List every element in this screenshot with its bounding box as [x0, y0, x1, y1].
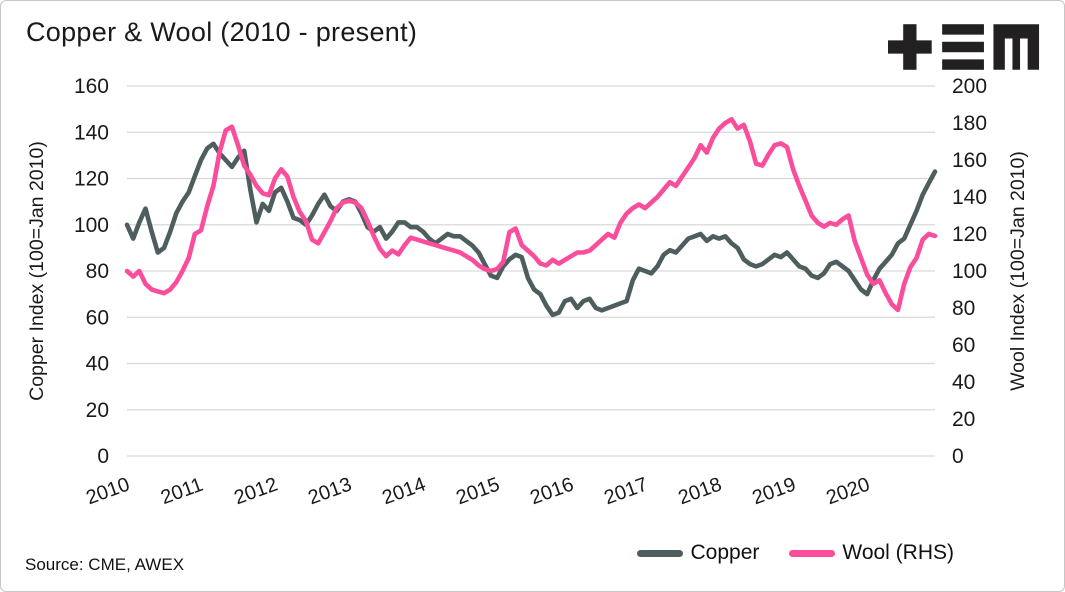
left-axis-tick-label: 20	[86, 399, 109, 422]
left-axis-tick-label: 80	[86, 260, 109, 283]
logo-bar-top	[942, 24, 984, 35]
right-axis-tick-label: 60	[952, 334, 975, 357]
x-axis-year-label: 2016	[527, 473, 576, 509]
right-axis-tick-label: 180	[952, 112, 987, 135]
left-axis-title: Copper Index (100=Jan 2010)	[26, 141, 48, 401]
left-axis-tick-label: 140	[74, 121, 109, 144]
left-axis-tick-label: 60	[86, 306, 109, 329]
left-axis-tick-label: 160	[74, 75, 109, 98]
logo-bar-bottom	[942, 59, 984, 70]
right-axis-tick-label: 20	[952, 408, 975, 431]
x-axis-year-label: 2011	[158, 474, 206, 509]
left-axis-tick-label: 40	[86, 353, 109, 376]
logo-bar-middle	[942, 41, 984, 53]
x-axis-year-label: 2019	[749, 473, 798, 509]
right-axis-tick-label: 160	[952, 149, 987, 172]
tem-logo-graphic	[888, 24, 1040, 70]
x-axis-year-label: 2010	[83, 473, 132, 509]
right-axis-tick-label: 0	[952, 445, 964, 468]
tem-logo	[888, 23, 1040, 76]
right-axis-title: Wool Index (100=Jan 2010)	[1007, 151, 1029, 391]
chart-legend: Copper Wool (RHS)	[637, 541, 954, 565]
left-axis-tick-label: 100	[74, 214, 109, 237]
chart-title: Copper & Wool (2010 - present)	[26, 17, 418, 47]
right-axis-tick-label: 100	[952, 260, 987, 283]
x-axis-year-label: 2018	[675, 473, 724, 509]
right-axis-tick-label: 40	[952, 371, 975, 394]
logo-m-glyph	[993, 24, 1040, 70]
legend-item-wool: Wool (RHS)	[789, 541, 954, 565]
legend-label-wool: Wool (RHS)	[842, 541, 954, 564]
x-axis-year-label: 2020	[823, 473, 872, 509]
copper-swatch	[637, 549, 684, 557]
legend-item-copper: Copper	[637, 541, 759, 565]
right-axis-tick-label: 140	[952, 186, 987, 209]
x-axis-year-label: 2013	[305, 473, 354, 509]
x-axis-year-label: 2017	[601, 473, 650, 509]
x-axis-year-label: 2015	[453, 473, 502, 509]
wool-line	[124, 117, 938, 313]
left-axis-tick-label: 120	[74, 168, 109, 191]
x-axis-year-label: 2012	[231, 473, 280, 509]
right-axis-tick-label: 120	[952, 223, 987, 246]
source-note: Source: CME, AWEX	[25, 555, 185, 574]
right-axis-tick-label: 200	[952, 75, 987, 98]
right-axis-tick-label: 80	[952, 297, 975, 320]
left-axis-tick-label: 0	[97, 445, 109, 468]
logo-plus-horizontal	[888, 40, 932, 54]
legend-label-copper: Copper	[690, 541, 760, 564]
wool-swatch	[789, 549, 836, 557]
x-axis-year-label: 2014	[379, 473, 428, 509]
copper-line	[124, 141, 938, 318]
